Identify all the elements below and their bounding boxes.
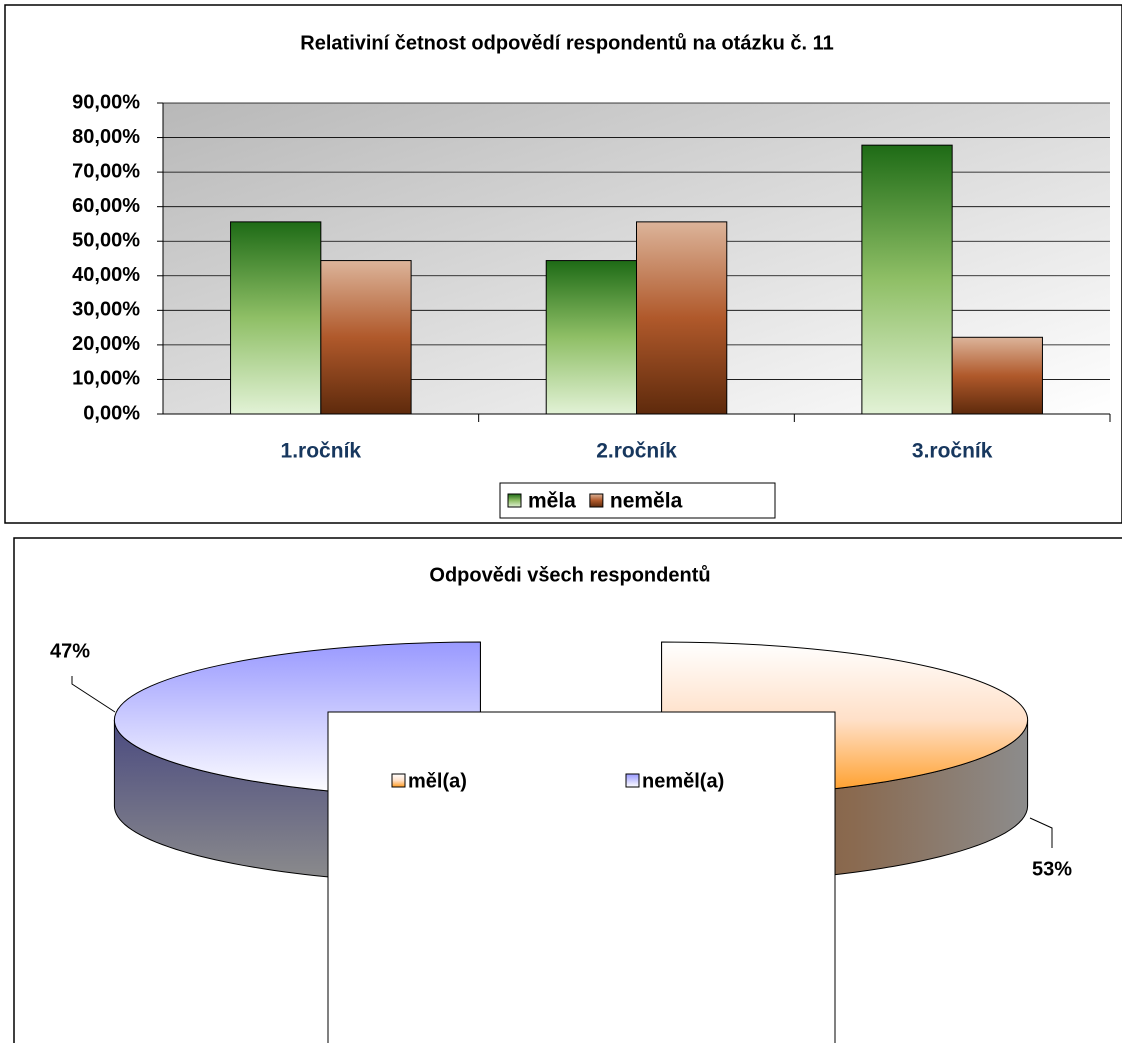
y-tick-label: 20,00% bbox=[72, 333, 140, 355]
legend-label: měl(a) bbox=[408, 770, 467, 792]
legend-swatch bbox=[625, 773, 640, 788]
x-tick-label: 3.ročník bbox=[912, 440, 993, 463]
y-tick-label: 10,00% bbox=[72, 368, 140, 390]
y-tick-label: 70,00% bbox=[72, 160, 140, 182]
x-tick-label: 1.ročník bbox=[281, 440, 362, 463]
y-tick-label: 40,00% bbox=[72, 264, 140, 286]
leader-line bbox=[71, 676, 116, 713]
x-tick-label: 2.ročník bbox=[596, 440, 677, 463]
y-tick-label: 50,00% bbox=[72, 230, 140, 252]
y-tick-label: 80,00% bbox=[72, 126, 140, 148]
legend bbox=[327, 711, 836, 1043]
legend-label: neměl(a) bbox=[642, 770, 724, 792]
legend-swatch bbox=[589, 493, 604, 508]
data-label: 47% bbox=[50, 640, 90, 662]
legend-label: neměla bbox=[610, 490, 683, 513]
bar bbox=[951, 336, 1043, 415]
y-tick-label: 0,00% bbox=[83, 402, 140, 424]
legend-swatch bbox=[507, 493, 522, 508]
bar bbox=[230, 221, 322, 415]
data-label: 53% bbox=[1032, 858, 1072, 880]
legend-label: měla bbox=[528, 490, 576, 513]
legend bbox=[499, 482, 776, 519]
bar bbox=[545, 260, 638, 415]
y-tick-label: 30,00% bbox=[72, 299, 140, 321]
bar bbox=[636, 221, 728, 415]
bar bbox=[320, 260, 412, 415]
chart-title: Relativiní četnost odpovědí respondentů … bbox=[300, 32, 833, 54]
y-tick-label: 60,00% bbox=[72, 195, 140, 217]
y-tick-label: 90,00% bbox=[72, 91, 140, 113]
chart-title: Odpovědi všech respondentů bbox=[429, 564, 710, 586]
bar bbox=[861, 144, 953, 415]
legend-swatch bbox=[391, 773, 406, 788]
leader-line bbox=[1029, 817, 1053, 848]
